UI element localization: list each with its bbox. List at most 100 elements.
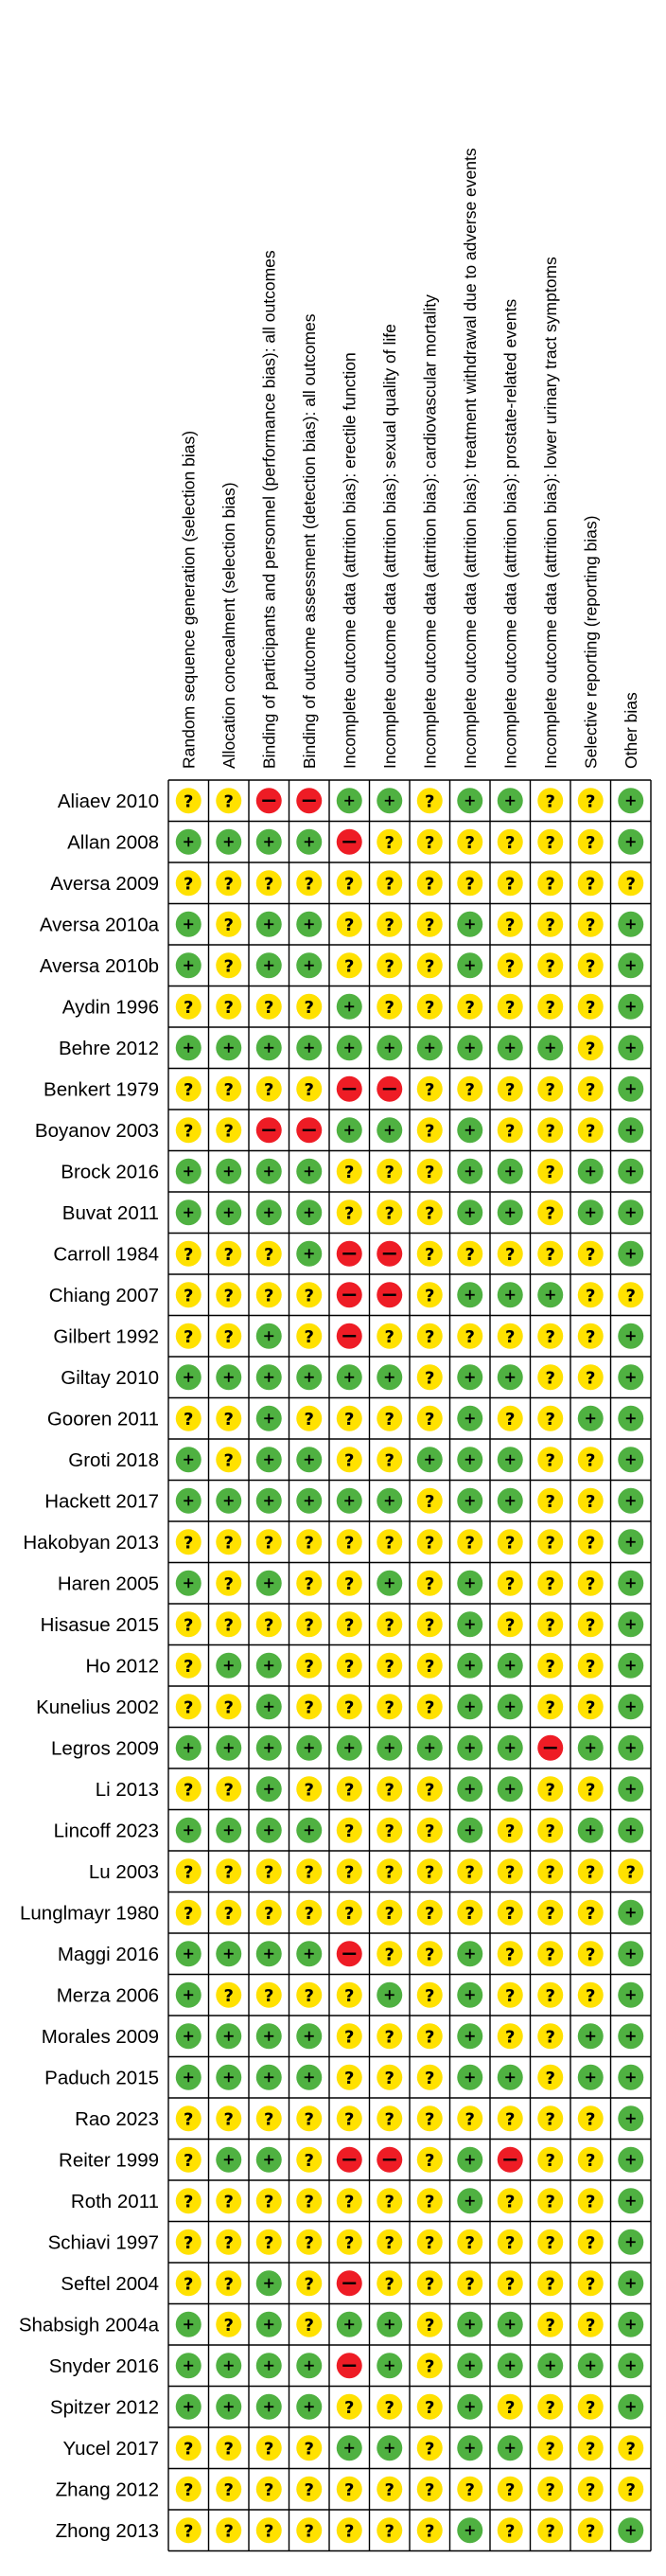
question-glyph: ? bbox=[465, 2233, 475, 2253]
low-risk-mark bbox=[457, 2023, 483, 2050]
domain-header: Incomplete outcome data (attrition bias)… bbox=[340, 352, 359, 769]
question-glyph: ? bbox=[224, 2480, 234, 2500]
question-glyph: ? bbox=[264, 998, 273, 1018]
rating-circle bbox=[416, 1694, 443, 1720]
rating-circle bbox=[537, 2435, 564, 2461]
question-glyph: ? bbox=[425, 833, 434, 853]
unclear-risk-mark: ? bbox=[416, 1487, 443, 1514]
unclear-risk-mark: ? bbox=[377, 993, 403, 1020]
low-risk-mark bbox=[216, 1035, 242, 1061]
rating-circle bbox=[336, 1694, 362, 1720]
rating-circle bbox=[377, 1817, 403, 1843]
question-glyph: ? bbox=[586, 915, 595, 935]
question-glyph: ? bbox=[425, 1533, 434, 1553]
rating-circle bbox=[336, 2229, 362, 2255]
question-glyph: ? bbox=[344, 1657, 354, 1677]
rating-circle bbox=[537, 2105, 564, 2132]
low-risk-mark bbox=[216, 2064, 242, 2090]
rating-circle bbox=[377, 911, 403, 937]
unclear-risk-mark: ? bbox=[537, 2229, 564, 2255]
unclear-risk-mark: ? bbox=[497, 2105, 523, 2132]
unclear-risk-mark: ? bbox=[537, 2146, 564, 2173]
question-glyph: ? bbox=[344, 2480, 354, 2500]
low-risk-mark bbox=[577, 1817, 604, 1843]
rating-circle bbox=[377, 1447, 403, 1473]
low-risk-mark bbox=[618, 1447, 644, 1473]
question-glyph: ? bbox=[385, 833, 394, 853]
unclear-risk-mark: ? bbox=[577, 1981, 604, 2008]
rating-circle bbox=[336, 1899, 362, 1926]
rating-circle bbox=[336, 1199, 362, 1226]
rating-circle bbox=[377, 2064, 403, 2090]
question-glyph: ? bbox=[546, 874, 555, 894]
unclear-risk-mark: ? bbox=[336, 1817, 362, 1843]
question-glyph: ? bbox=[586, 1080, 595, 1100]
high-risk-mark bbox=[336, 1240, 362, 1267]
high-risk-mark bbox=[497, 2146, 523, 2173]
unclear-risk-mark: ? bbox=[175, 2476, 202, 2502]
question-glyph: ? bbox=[505, 956, 515, 976]
question-glyph: ? bbox=[184, 1904, 193, 1924]
question-glyph: ? bbox=[465, 1904, 475, 1924]
unclear-risk-mark: ? bbox=[296, 1899, 323, 1926]
unclear-risk-mark: ? bbox=[255, 1282, 282, 1308]
rating-circle bbox=[296, 2270, 323, 2297]
unclear-risk-mark: ? bbox=[377, 1899, 403, 1926]
low-risk-mark bbox=[175, 1364, 202, 1391]
rating-circle bbox=[216, 1075, 242, 1102]
unclear-risk-mark: ? bbox=[216, 2188, 242, 2214]
question-glyph: ? bbox=[264, 1615, 273, 1635]
unclear-risk-mark: ? bbox=[416, 2188, 443, 2214]
question-glyph: ? bbox=[546, 1657, 555, 1677]
rating-circle bbox=[296, 2517, 323, 2544]
rating-circle bbox=[175, 1858, 202, 1885]
low-risk-mark bbox=[618, 1817, 644, 1843]
low-risk-mark bbox=[537, 2353, 564, 2379]
question-glyph: ? bbox=[505, 2274, 515, 2294]
domain-header: Incomplete outcome data (attrition bias)… bbox=[380, 324, 399, 769]
rating-circle bbox=[216, 2105, 242, 2132]
study-label: Zhang 2012 bbox=[56, 2478, 159, 2500]
unclear-risk-mark: ? bbox=[377, 2064, 403, 2090]
question-glyph: ? bbox=[586, 2274, 595, 2294]
rating-circle bbox=[457, 870, 483, 897]
low-risk-mark bbox=[497, 1734, 523, 1761]
unclear-risk-mark: ? bbox=[377, 911, 403, 937]
unclear-risk-mark: ? bbox=[416, 1117, 443, 1144]
rating-circle bbox=[497, 1405, 523, 1431]
rating-circle bbox=[577, 1447, 604, 1473]
rating-circle bbox=[255, 870, 282, 897]
rating-circle bbox=[216, 911, 242, 937]
unclear-risk-mark: ? bbox=[577, 788, 604, 814]
rating-circle bbox=[537, 2311, 564, 2337]
question-glyph: ? bbox=[626, 1862, 636, 1882]
question-glyph: ? bbox=[264, 874, 273, 894]
rating-circle bbox=[336, 952, 362, 979]
unclear-risk-mark: ? bbox=[457, 1529, 483, 1555]
unclear-risk-mark: ? bbox=[416, 911, 443, 937]
unclear-risk-mark: ? bbox=[216, 1405, 242, 1431]
rating-circle bbox=[175, 1117, 202, 1144]
question-glyph: ? bbox=[264, 1904, 273, 1924]
question-glyph: ? bbox=[465, 2480, 475, 2500]
unclear-risk-mark: ? bbox=[377, 2517, 403, 2544]
question-glyph: ? bbox=[505, 915, 515, 935]
unclear-risk-mark: ? bbox=[296, 2517, 323, 2544]
rating-circle bbox=[577, 1858, 604, 1885]
unclear-risk-mark: ? bbox=[216, 1529, 242, 1555]
unclear-risk-mark: ? bbox=[296, 2229, 323, 2255]
rating-circle bbox=[336, 1858, 362, 1885]
rating-circle bbox=[416, 1199, 443, 1226]
rating-circle bbox=[377, 1899, 403, 1926]
unclear-risk-mark: ? bbox=[416, 2517, 443, 2544]
unclear-risk-mark: ? bbox=[175, 1282, 202, 1308]
question-glyph: ? bbox=[344, 1203, 354, 1223]
rating-circle bbox=[457, 1075, 483, 1102]
rating-circle bbox=[336, 1776, 362, 1803]
unclear-risk-mark: ? bbox=[537, 788, 564, 814]
question-glyph: ? bbox=[305, 874, 314, 894]
question-glyph: ? bbox=[385, 2274, 394, 2294]
study-label: Zhong 2013 bbox=[56, 2520, 159, 2542]
study-label: Paduch 2015 bbox=[44, 2067, 159, 2088]
high-risk-mark bbox=[537, 1734, 564, 1761]
